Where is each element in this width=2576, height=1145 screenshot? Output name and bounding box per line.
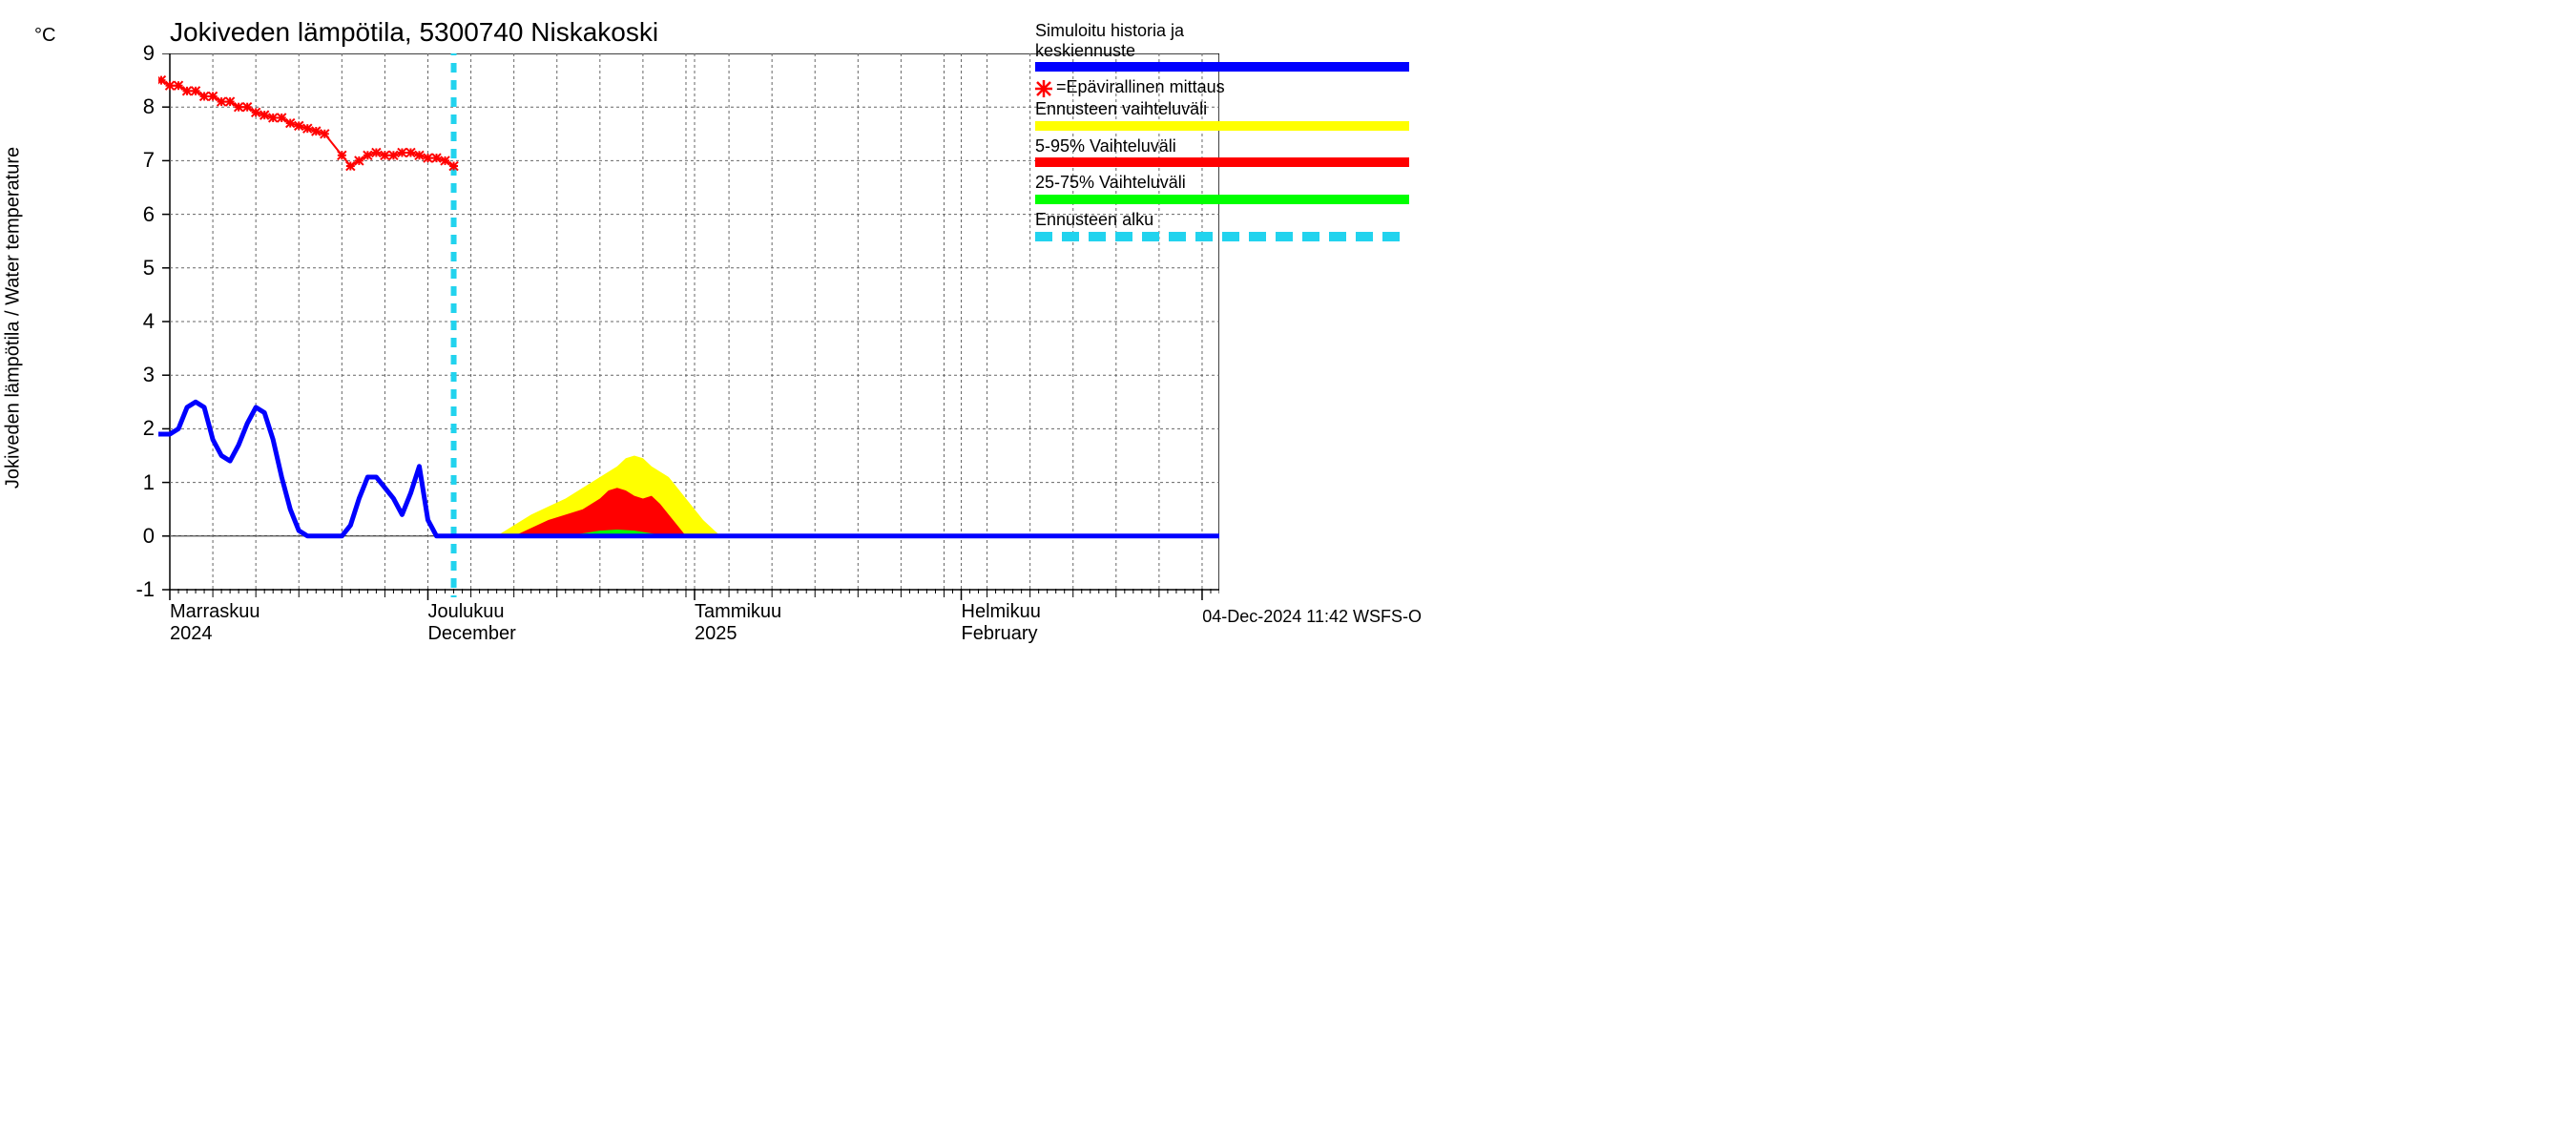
y-tick: 2: [116, 416, 155, 441]
legend-item-range-595: 5-95% Vaihteluväli: [1035, 136, 1412, 168]
legend-item-range: Ennusteen vaihteluväli: [1035, 99, 1412, 131]
y-tick: 3: [116, 363, 155, 387]
legend-swatch-yellow: [1035, 121, 1409, 131]
y-tick: 4: [116, 309, 155, 334]
y-tick: 0: [116, 524, 155, 549]
legend-swatch-cyan: [1035, 232, 1409, 241]
legend-item-history: Simuloitu historia ja keskiennuste: [1035, 21, 1412, 72]
y-tick: -1: [116, 577, 155, 602]
legend-item-range-2575: 25-75% Vaihteluväli: [1035, 173, 1412, 204]
y-axis-unit: °C: [34, 25, 55, 47]
y-tick: 9: [116, 41, 155, 66]
legend-swatch-red: [1035, 157, 1409, 167]
y-axis-label: Jokiveden lämpötila / Water temperature: [3, 147, 25, 489]
legend-swatch-blue: [1035, 62, 1409, 72]
legend: Simuloitu historia ja keskiennuste =Epäv…: [1035, 21, 1412, 247]
footer-timestamp: 04-Dec-2024 11:42 WSFS-O: [1202, 607, 1422, 627]
legend-item-forecast-start: Ennusteen alku: [1035, 210, 1412, 241]
y-tick: 1: [116, 470, 155, 495]
x-tick-month: JoulukuuDecember: [427, 601, 515, 645]
x-tick-month: Tammikuu2025: [695, 601, 781, 645]
y-tick: 7: [116, 148, 155, 173]
chart-container: Jokiveden lämpötila / Water temperature …: [0, 0, 1431, 636]
x-tick-month: Marraskuu2024: [170, 601, 260, 645]
legend-swatch-green: [1035, 195, 1409, 204]
x-tick-month: HelmikuuFebruary: [962, 601, 1041, 645]
legend-item-measurement: =Epävirallinen mittaus: [1035, 77, 1412, 97]
y-tick: 5: [116, 256, 155, 281]
y-tick: 8: [116, 94, 155, 119]
chart-title: Jokiveden lämpötila, 5300740 Niskakoski: [170, 17, 658, 48]
x-marker-icon: [1035, 80, 1052, 97]
y-tick: 6: [116, 202, 155, 227]
